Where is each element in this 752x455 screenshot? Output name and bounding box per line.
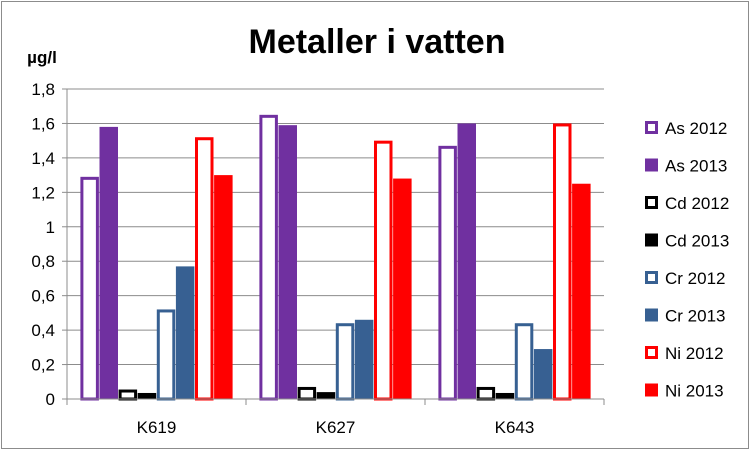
x-tick-labels: K619 K627 K643 (137, 418, 535, 437)
y-tick-label: 1,2 (31, 183, 55, 202)
y-tick-label: 0,2 (31, 356, 55, 375)
bar-cd-2012 (297, 386, 317, 401)
bar-cr-2012 (335, 323, 355, 401)
y-tick-label: 1,4 (31, 149, 55, 168)
legend-swatch (645, 271, 658, 284)
legend-label: As 2012 (665, 119, 727, 138)
bar-cd-2013 (137, 392, 157, 399)
legend-swatch (645, 383, 658, 397)
bar-as-2012 (80, 176, 99, 401)
bar-cr-2012 (156, 309, 176, 401)
axes (66, 89, 605, 405)
y-axis-label: µg/l (27, 48, 57, 67)
y-tick-label: 0,4 (31, 321, 55, 340)
bar-cr-2012 (514, 323, 534, 401)
x-tick-label: K627 (316, 418, 356, 437)
bar-cd-2013 (495, 392, 515, 399)
legend-swatch (645, 196, 658, 209)
gridlines (62, 88, 604, 400)
legend: As 2012 As 2013 Cd 2012 Cd 2013 Cr 2012 Cr 20… (645, 119, 729, 401)
legend-label: Cr 2013 (665, 307, 725, 326)
bar-as-2012 (259, 114, 278, 401)
bar-ni-2012 (195, 137, 214, 401)
chart-frame: Metaller i vatten µg/l 0 0,2 0,4 0,6 0,8 1 1,2… (1, 1, 749, 449)
bar-as-2013 (99, 126, 118, 399)
bar-cr-2013 (354, 319, 374, 399)
bar-as-2013 (278, 125, 297, 400)
legend-label: Cd 2012 (665, 194, 729, 213)
bar-cd-2012 (476, 386, 496, 401)
bar-ni-2013 (214, 175, 233, 399)
bar-ni-2012 (374, 140, 393, 401)
legend-swatch (645, 346, 658, 359)
legend-label: Ni 2012 (665, 344, 724, 363)
bars (80, 114, 591, 401)
legend-swatch (645, 233, 658, 247)
y-tick-labels: 0 0,2 0,4 0,6 0,8 1 1,2 1,4 1,6 1,8 (31, 80, 55, 409)
bar-as-2013 (457, 123, 476, 399)
bar-ni-2012 (553, 123, 572, 401)
x-tick-label: K643 (495, 418, 535, 437)
y-tick-label: 1,6 (31, 114, 55, 133)
bar-ni-2013 (572, 183, 591, 399)
bar-cd-2013 (316, 392, 336, 399)
x-tick-label: K619 (137, 418, 177, 437)
bar-cr-2013 (175, 266, 195, 399)
bar-ni-2013 (393, 178, 412, 399)
bar-cd-2012 (118, 389, 138, 401)
bar-cr-2013 (533, 349, 553, 399)
legend-label: Cr 2012 (665, 269, 725, 288)
legend-label: Ni 2013 (665, 382, 724, 401)
y-tick-label: 0 (46, 390, 55, 409)
legend-label: Cd 2013 (665, 232, 729, 251)
legend-swatch (645, 158, 658, 172)
bar-chart: Metaller i vatten µg/l 0 0,2 0,4 0,6 0,8 1 1,2… (27, 23, 729, 437)
y-tick-label: 1 (46, 218, 55, 237)
bar-as-2012 (438, 145, 457, 401)
chart-title: Metaller i vatten (249, 23, 506, 61)
y-tick-label: 1,8 (31, 80, 55, 99)
y-tick-label: 0,6 (31, 287, 55, 306)
legend-swatch (645, 121, 658, 134)
legend-swatch (645, 308, 658, 322)
y-tick-label: 0,8 (31, 252, 55, 271)
legend-label: As 2013 (665, 157, 727, 176)
